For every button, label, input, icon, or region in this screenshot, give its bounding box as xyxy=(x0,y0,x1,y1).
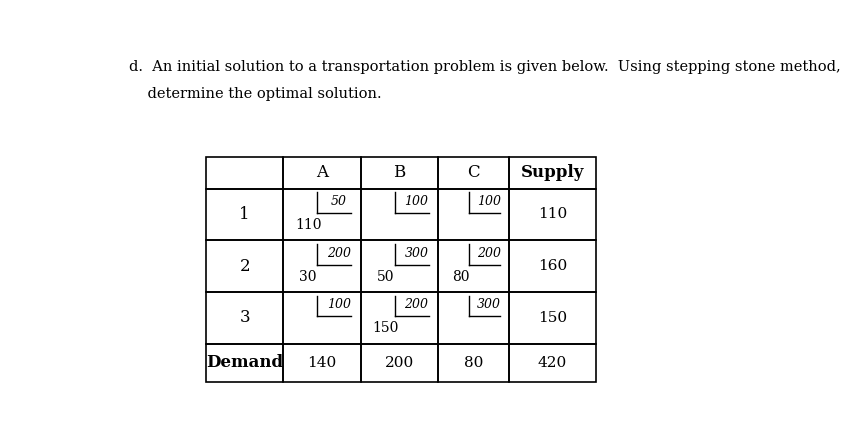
Text: 2: 2 xyxy=(240,258,250,275)
Text: 300: 300 xyxy=(477,298,501,311)
Text: 200: 200 xyxy=(477,247,501,260)
Bar xyxy=(361,157,438,189)
Bar xyxy=(438,157,509,189)
Text: Demand: Demand xyxy=(207,354,283,372)
Text: 100: 100 xyxy=(404,195,429,208)
Text: 80: 80 xyxy=(464,356,483,370)
Text: 200: 200 xyxy=(327,247,351,260)
Text: 150: 150 xyxy=(538,311,567,325)
Text: 140: 140 xyxy=(307,356,337,370)
Bar xyxy=(509,157,596,189)
Text: 30: 30 xyxy=(299,269,317,284)
Text: B: B xyxy=(393,164,405,181)
Text: 50: 50 xyxy=(331,195,347,208)
Text: 100: 100 xyxy=(327,298,351,311)
Bar xyxy=(206,157,283,189)
Text: 3: 3 xyxy=(240,309,250,326)
Text: 80: 80 xyxy=(452,269,470,284)
Text: 1: 1 xyxy=(240,206,250,223)
Text: 200: 200 xyxy=(404,298,429,311)
Text: d.  An initial solution to a transportation problem is given below.  Using stepp: d. An initial solution to a transportati… xyxy=(128,60,840,74)
Text: 300: 300 xyxy=(404,247,429,260)
Text: Supply: Supply xyxy=(521,164,584,181)
Text: 100: 100 xyxy=(477,195,501,208)
Text: 420: 420 xyxy=(538,356,567,370)
Bar xyxy=(284,157,361,189)
Text: 200: 200 xyxy=(385,356,414,370)
Text: 110: 110 xyxy=(295,218,321,232)
Text: 110: 110 xyxy=(538,207,567,222)
Text: 50: 50 xyxy=(377,269,394,284)
Text: C: C xyxy=(467,164,480,181)
Text: 150: 150 xyxy=(372,321,398,335)
Text: determine the optimal solution.: determine the optimal solution. xyxy=(128,87,381,101)
Text: A: A xyxy=(316,164,328,181)
Text: 160: 160 xyxy=(538,259,567,273)
